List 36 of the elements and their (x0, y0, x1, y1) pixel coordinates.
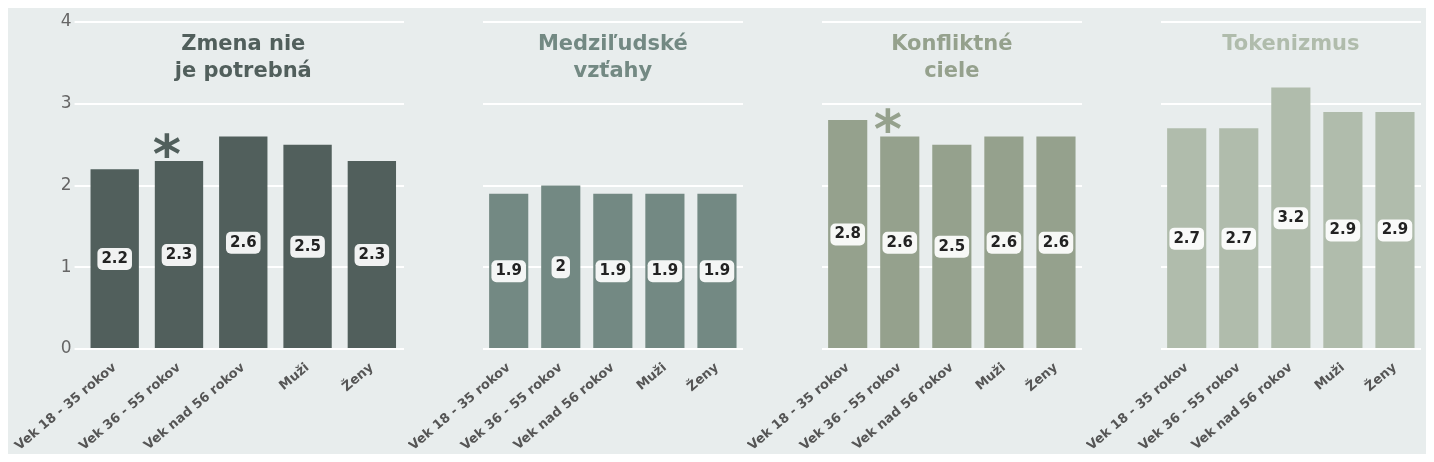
data-label: 2.9 (1329, 220, 1357, 239)
bar (90, 169, 139, 348)
bar (347, 160, 397, 348)
text: Medziľudské vzťahy (537, 30, 688, 82)
bar (219, 136, 268, 348)
data-label: 1.9 (651, 261, 679, 280)
data-label: 2.7 (1173, 228, 1200, 247)
y-tick-label: 1 (60, 255, 72, 276)
data-label: 2.6 (990, 232, 1018, 251)
annotation: * (152, 122, 182, 186)
data-label: 2.3 (165, 244, 193, 263)
data-label: 2 (555, 257, 566, 276)
y-tick-label: 0 (60, 337, 72, 358)
data-label: 2.2 (101, 248, 128, 267)
chart-title: Tokenizmus (1222, 30, 1360, 55)
y-tick-label: 4 (60, 10, 72, 31)
y-tick-label: 2 (60, 173, 72, 194)
data-label: 2.8 (834, 224, 861, 243)
data-label: 2.5 (938, 236, 966, 255)
data-label: 2.6 (229, 232, 257, 251)
bar (283, 144, 332, 348)
text: Konfliktné ciele (891, 30, 1013, 82)
bar (154, 160, 204, 348)
data-label: 2.9 (1381, 220, 1409, 239)
data-label: 2.6 (886, 232, 914, 251)
text: Zmena nie je potrebná (173, 30, 312, 82)
data-label: 1.9 (703, 261, 731, 280)
data-label: 2.3 (358, 244, 386, 263)
data-label: 2.7 (1225, 228, 1253, 247)
data-label: 2.5 (294, 236, 321, 255)
data-label: 2.6 (1042, 232, 1070, 251)
annotation: * (873, 98, 902, 162)
data-label: 3.2 (1277, 208, 1305, 227)
y-tick-label: 3 (60, 92, 72, 113)
data-label: 1.9 (495, 261, 522, 280)
data-label: 1.9 (599, 261, 627, 280)
